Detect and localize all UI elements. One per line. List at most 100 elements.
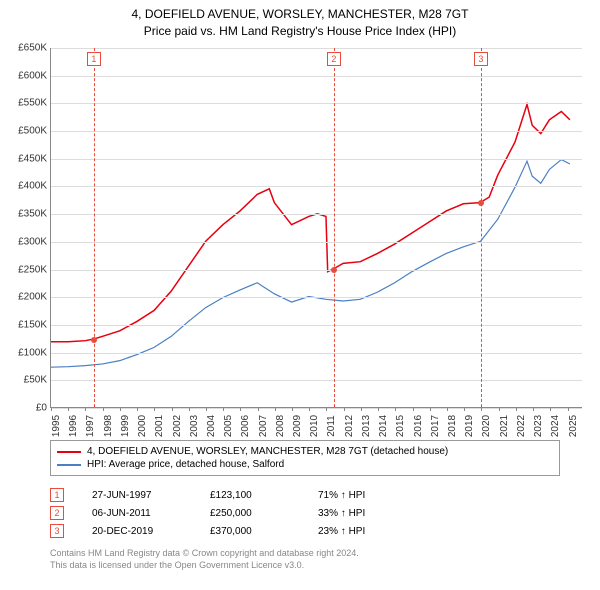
- x-tick: [568, 407, 569, 411]
- chart-title: 4, DOEFIELD AVENUE, WORSLEY, MANCHESTER,…: [0, 0, 600, 40]
- gridline-h: [51, 186, 582, 187]
- x-axis-label: 2019: [464, 415, 475, 437]
- gridline-h: [51, 380, 582, 381]
- attribution: Contains HM Land Registry data © Crown c…: [50, 548, 359, 571]
- plot-area: £0£50K£100K£150K£200K£250K£300K£350K£400…: [50, 48, 582, 408]
- legend-item-price: 4, DOEFIELD AVENUE, WORSLEY, MANCHESTER,…: [57, 445, 553, 458]
- x-tick: [275, 407, 276, 411]
- event-price: £123,100: [210, 490, 290, 501]
- y-axis-label: £600K: [3, 70, 47, 81]
- x-tick: [137, 407, 138, 411]
- x-axis-label: 2017: [430, 415, 441, 437]
- event-pct: 33% ↑ HPI: [318, 508, 398, 519]
- x-tick: [550, 407, 551, 411]
- event-date: 06-JUN-2011: [92, 508, 182, 519]
- x-axis-label: 2021: [499, 415, 510, 437]
- legend-swatch-hpi: [57, 464, 81, 466]
- event-row: 320-DEC-2019£370,00023% ↑ HPI: [50, 522, 398, 540]
- x-tick: [292, 407, 293, 411]
- x-tick: [240, 407, 241, 411]
- gridline-h: [51, 297, 582, 298]
- event-line: [481, 48, 482, 407]
- legend: 4, DOEFIELD AVENUE, WORSLEY, MANCHESTER,…: [50, 440, 560, 476]
- x-tick: [499, 407, 500, 411]
- x-tick: [223, 407, 224, 411]
- x-axis-label: 2004: [206, 415, 217, 437]
- gridline-h: [51, 103, 582, 104]
- y-axis-label: £500K: [3, 126, 47, 137]
- x-tick: [395, 407, 396, 411]
- event-dot: [331, 267, 337, 273]
- gridline-h: [51, 159, 582, 160]
- event-marker: 2: [327, 52, 341, 66]
- chart-container: 4, DOEFIELD AVENUE, WORSLEY, MANCHESTER,…: [0, 0, 600, 590]
- x-tick: [85, 407, 86, 411]
- title-line1: 4, DOEFIELD AVENUE, WORSLEY, MANCHESTER,…: [0, 6, 600, 23]
- x-axis-label: 2009: [292, 415, 303, 437]
- event-dot: [91, 337, 97, 343]
- x-axis-label: 2023: [533, 415, 544, 437]
- x-axis-label: 2015: [395, 415, 406, 437]
- x-tick: [206, 407, 207, 411]
- x-axis-label: 2000: [137, 415, 148, 437]
- event-pct: 23% ↑ HPI: [318, 526, 398, 537]
- gridline-h: [51, 325, 582, 326]
- x-axis-label: 1998: [103, 415, 114, 437]
- x-tick: [516, 407, 517, 411]
- x-axis-label: 2007: [258, 415, 269, 437]
- event-row: 127-JUN-1997£123,10071% ↑ HPI: [50, 486, 398, 504]
- x-tick: [361, 407, 362, 411]
- x-axis-label: 2018: [447, 415, 458, 437]
- x-axis-label: 2025: [568, 415, 579, 437]
- y-axis-label: £250K: [3, 264, 47, 275]
- y-axis-label: £200K: [3, 292, 47, 303]
- y-axis-label: £350K: [3, 209, 47, 220]
- x-axis-label: 2010: [309, 415, 320, 437]
- x-axis-label: 2008: [275, 415, 286, 437]
- gridline-h: [51, 214, 582, 215]
- event-row: 206-JUN-2011£250,00033% ↑ HPI: [50, 504, 398, 522]
- x-axis-label: 2006: [240, 415, 251, 437]
- x-axis-label: 2020: [481, 415, 492, 437]
- event-dot: [478, 200, 484, 206]
- events-table: 127-JUN-1997£123,10071% ↑ HPI206-JUN-201…: [50, 486, 398, 540]
- y-axis-label: £50K: [3, 375, 47, 386]
- y-axis-label: £400K: [3, 181, 47, 192]
- x-tick: [189, 407, 190, 411]
- legend-item-hpi: HPI: Average price, detached house, Salf…: [57, 458, 553, 471]
- x-axis-label: 2002: [172, 415, 183, 437]
- x-axis-label: 2001: [154, 415, 165, 437]
- event-line: [94, 48, 95, 407]
- x-axis-label: 1995: [51, 415, 62, 437]
- event-date: 27-JUN-1997: [92, 490, 182, 501]
- x-tick: [172, 407, 173, 411]
- legend-label-price: 4, DOEFIELD AVENUE, WORSLEY, MANCHESTER,…: [87, 446, 448, 457]
- series-line-price_paid: [51, 104, 570, 341]
- x-tick: [344, 407, 345, 411]
- event-marker: 3: [474, 52, 488, 66]
- x-tick: [68, 407, 69, 411]
- y-axis-label: £550K: [3, 98, 47, 109]
- event-pct: 71% ↑ HPI: [318, 490, 398, 501]
- x-tick: [413, 407, 414, 411]
- event-price: £370,000: [210, 526, 290, 537]
- x-axis-label: 2022: [516, 415, 527, 437]
- y-axis-label: £450K: [3, 153, 47, 164]
- x-tick: [258, 407, 259, 411]
- x-tick: [378, 407, 379, 411]
- attribution-line1: Contains HM Land Registry data © Crown c…: [50, 548, 359, 560]
- x-tick: [326, 407, 327, 411]
- x-tick: [120, 407, 121, 411]
- event-price: £250,000: [210, 508, 290, 519]
- x-axis-label: 2013: [361, 415, 372, 437]
- gridline-h: [51, 408, 582, 409]
- x-tick: [154, 407, 155, 411]
- gridline-h: [51, 353, 582, 354]
- legend-label-hpi: HPI: Average price, detached house, Salf…: [87, 459, 284, 470]
- x-axis-label: 2005: [223, 415, 234, 437]
- x-axis-label: 2011: [326, 415, 337, 437]
- gridline-h: [51, 242, 582, 243]
- y-axis-label: £150K: [3, 319, 47, 330]
- x-axis-label: 1996: [68, 415, 79, 437]
- x-tick: [51, 407, 52, 411]
